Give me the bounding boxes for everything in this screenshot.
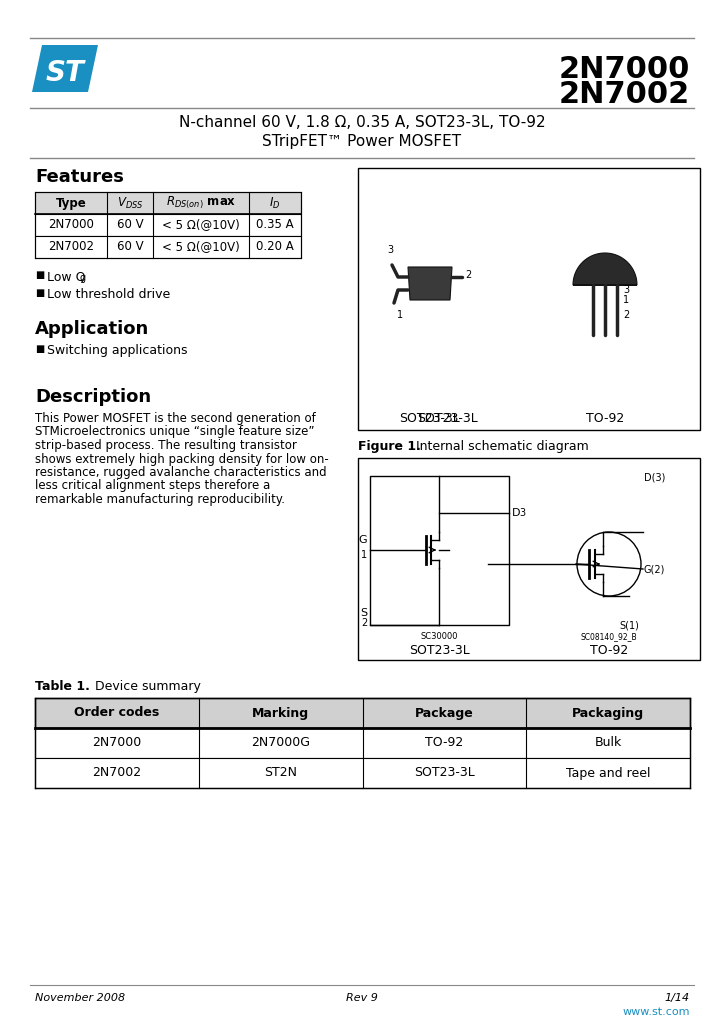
Text: $V_{DSS}$: $V_{DSS}$ — [117, 196, 143, 211]
Polygon shape — [573, 253, 637, 285]
Text: 2N7000G: 2N7000G — [251, 736, 310, 750]
Text: ■: ■ — [35, 344, 44, 354]
Text: Bulk: Bulk — [594, 736, 622, 750]
Text: Table 1.: Table 1. — [35, 680, 90, 693]
Text: Order codes: Order codes — [75, 707, 159, 720]
Text: SOT23-3L: SOT23-3L — [400, 412, 460, 425]
Text: 0.20 A: 0.20 A — [256, 241, 294, 254]
Text: 2: 2 — [465, 270, 471, 280]
Text: 2N7000: 2N7000 — [92, 736, 141, 750]
Text: Package: Package — [415, 707, 473, 720]
Polygon shape — [408, 267, 452, 300]
Text: Description: Description — [35, 388, 151, 406]
Text: Rev 9: Rev 9 — [346, 993, 378, 1002]
Text: Low threshold drive: Low threshold drive — [47, 288, 170, 301]
Text: 1: 1 — [623, 295, 629, 305]
Bar — [35, 758, 690, 788]
Text: < 5 Ω(@10V): < 5 Ω(@10V) — [162, 241, 240, 254]
Text: 3: 3 — [519, 508, 525, 518]
Text: This Power MOSFET is the second generation of: This Power MOSFET is the second generati… — [35, 412, 316, 425]
Text: Type: Type — [56, 197, 86, 210]
Polygon shape — [32, 45, 98, 92]
Text: S: S — [360, 608, 367, 618]
Text: 60 V: 60 V — [117, 218, 143, 231]
Bar — [35, 698, 690, 728]
Text: 2: 2 — [361, 618, 367, 628]
Text: 3: 3 — [623, 285, 629, 295]
Text: Features: Features — [35, 168, 124, 186]
Bar — [35, 214, 301, 236]
Text: ■: ■ — [35, 288, 44, 298]
Text: 2N7002: 2N7002 — [93, 767, 141, 779]
Text: Switching applications: Switching applications — [47, 344, 188, 357]
Text: 3: 3 — [387, 245, 393, 255]
Text: Packaging: Packaging — [572, 707, 644, 720]
Text: S(1): S(1) — [619, 620, 639, 630]
Text: SOT23-3L: SOT23-3L — [418, 412, 479, 425]
Text: Tape and reel: Tape and reel — [566, 767, 650, 779]
Text: SC30000: SC30000 — [420, 632, 458, 641]
Bar — [358, 458, 700, 660]
Text: remarkable manufacturing reproducibility.: remarkable manufacturing reproducibility… — [35, 493, 285, 506]
Text: 60 V: 60 V — [117, 241, 143, 254]
Text: STMicroelectronics unique “single feature size”: STMicroelectronics unique “single featur… — [35, 426, 314, 438]
Text: $I_D$: $I_D$ — [269, 196, 281, 211]
Text: SOT23-3L: SOT23-3L — [408, 644, 469, 657]
Bar — [35, 728, 690, 758]
Text: 1: 1 — [361, 550, 367, 560]
Text: November 2008: November 2008 — [35, 993, 125, 1002]
Text: g: g — [80, 273, 86, 283]
Text: TO-92: TO-92 — [590, 644, 628, 657]
Text: SOT23-3L: SOT23-3L — [414, 767, 475, 779]
Text: ST: ST — [46, 59, 85, 87]
Text: D(3): D(3) — [644, 473, 665, 483]
Text: TO-92: TO-92 — [586, 412, 624, 425]
Bar — [358, 168, 700, 430]
Text: STripFET™ Power MOSFET: STripFET™ Power MOSFET — [262, 134, 462, 150]
Text: strip-based process. The resulting transistor: strip-based process. The resulting trans… — [35, 439, 297, 452]
Text: 2N7002: 2N7002 — [48, 241, 94, 254]
Text: N-channel 60 V, 1.8 Ω, 0.35 A, SOT23-3L, TO-92: N-channel 60 V, 1.8 Ω, 0.35 A, SOT23-3L,… — [179, 115, 545, 130]
Text: 2N7002: 2N7002 — [559, 80, 690, 109]
Text: TO-92: TO-92 — [425, 736, 463, 750]
Text: less critical alignment steps therefore a: less critical alignment steps therefore … — [35, 479, 270, 493]
Text: Low Q: Low Q — [47, 270, 85, 283]
Text: 2: 2 — [623, 310, 629, 319]
Text: shows extremely high packing density for low on-: shows extremely high packing density for… — [35, 453, 329, 466]
Text: D: D — [512, 508, 521, 518]
Text: SC08140_92_B: SC08140_92_B — [581, 632, 637, 641]
Text: G(2): G(2) — [644, 564, 665, 574]
Bar — [35, 193, 301, 214]
Text: $R_{DS(on)}$ max: $R_{DS(on)}$ max — [166, 195, 236, 211]
Bar — [35, 236, 301, 258]
Text: Application: Application — [35, 319, 149, 338]
Text: 2N7000: 2N7000 — [48, 218, 94, 231]
Text: Marking: Marking — [252, 707, 309, 720]
Text: 0.35 A: 0.35 A — [256, 218, 294, 231]
Text: G: G — [358, 535, 367, 545]
Text: < 5 Ω(@10V): < 5 Ω(@10V) — [162, 218, 240, 231]
Text: 2N7000: 2N7000 — [559, 55, 690, 84]
Text: Internal schematic diagram: Internal schematic diagram — [400, 440, 589, 453]
Text: 1: 1 — [397, 310, 403, 319]
Text: Figure 1.: Figure 1. — [358, 440, 421, 453]
Text: resistance, rugged avalanche characteristics and: resistance, rugged avalanche characteris… — [35, 466, 327, 479]
Text: ■: ■ — [35, 270, 44, 280]
Text: ST2N: ST2N — [264, 767, 297, 779]
Text: Device summary: Device summary — [95, 680, 201, 693]
Text: 1/14: 1/14 — [665, 993, 690, 1002]
Text: www.st.com: www.st.com — [623, 1007, 690, 1017]
Bar — [370, 476, 509, 625]
